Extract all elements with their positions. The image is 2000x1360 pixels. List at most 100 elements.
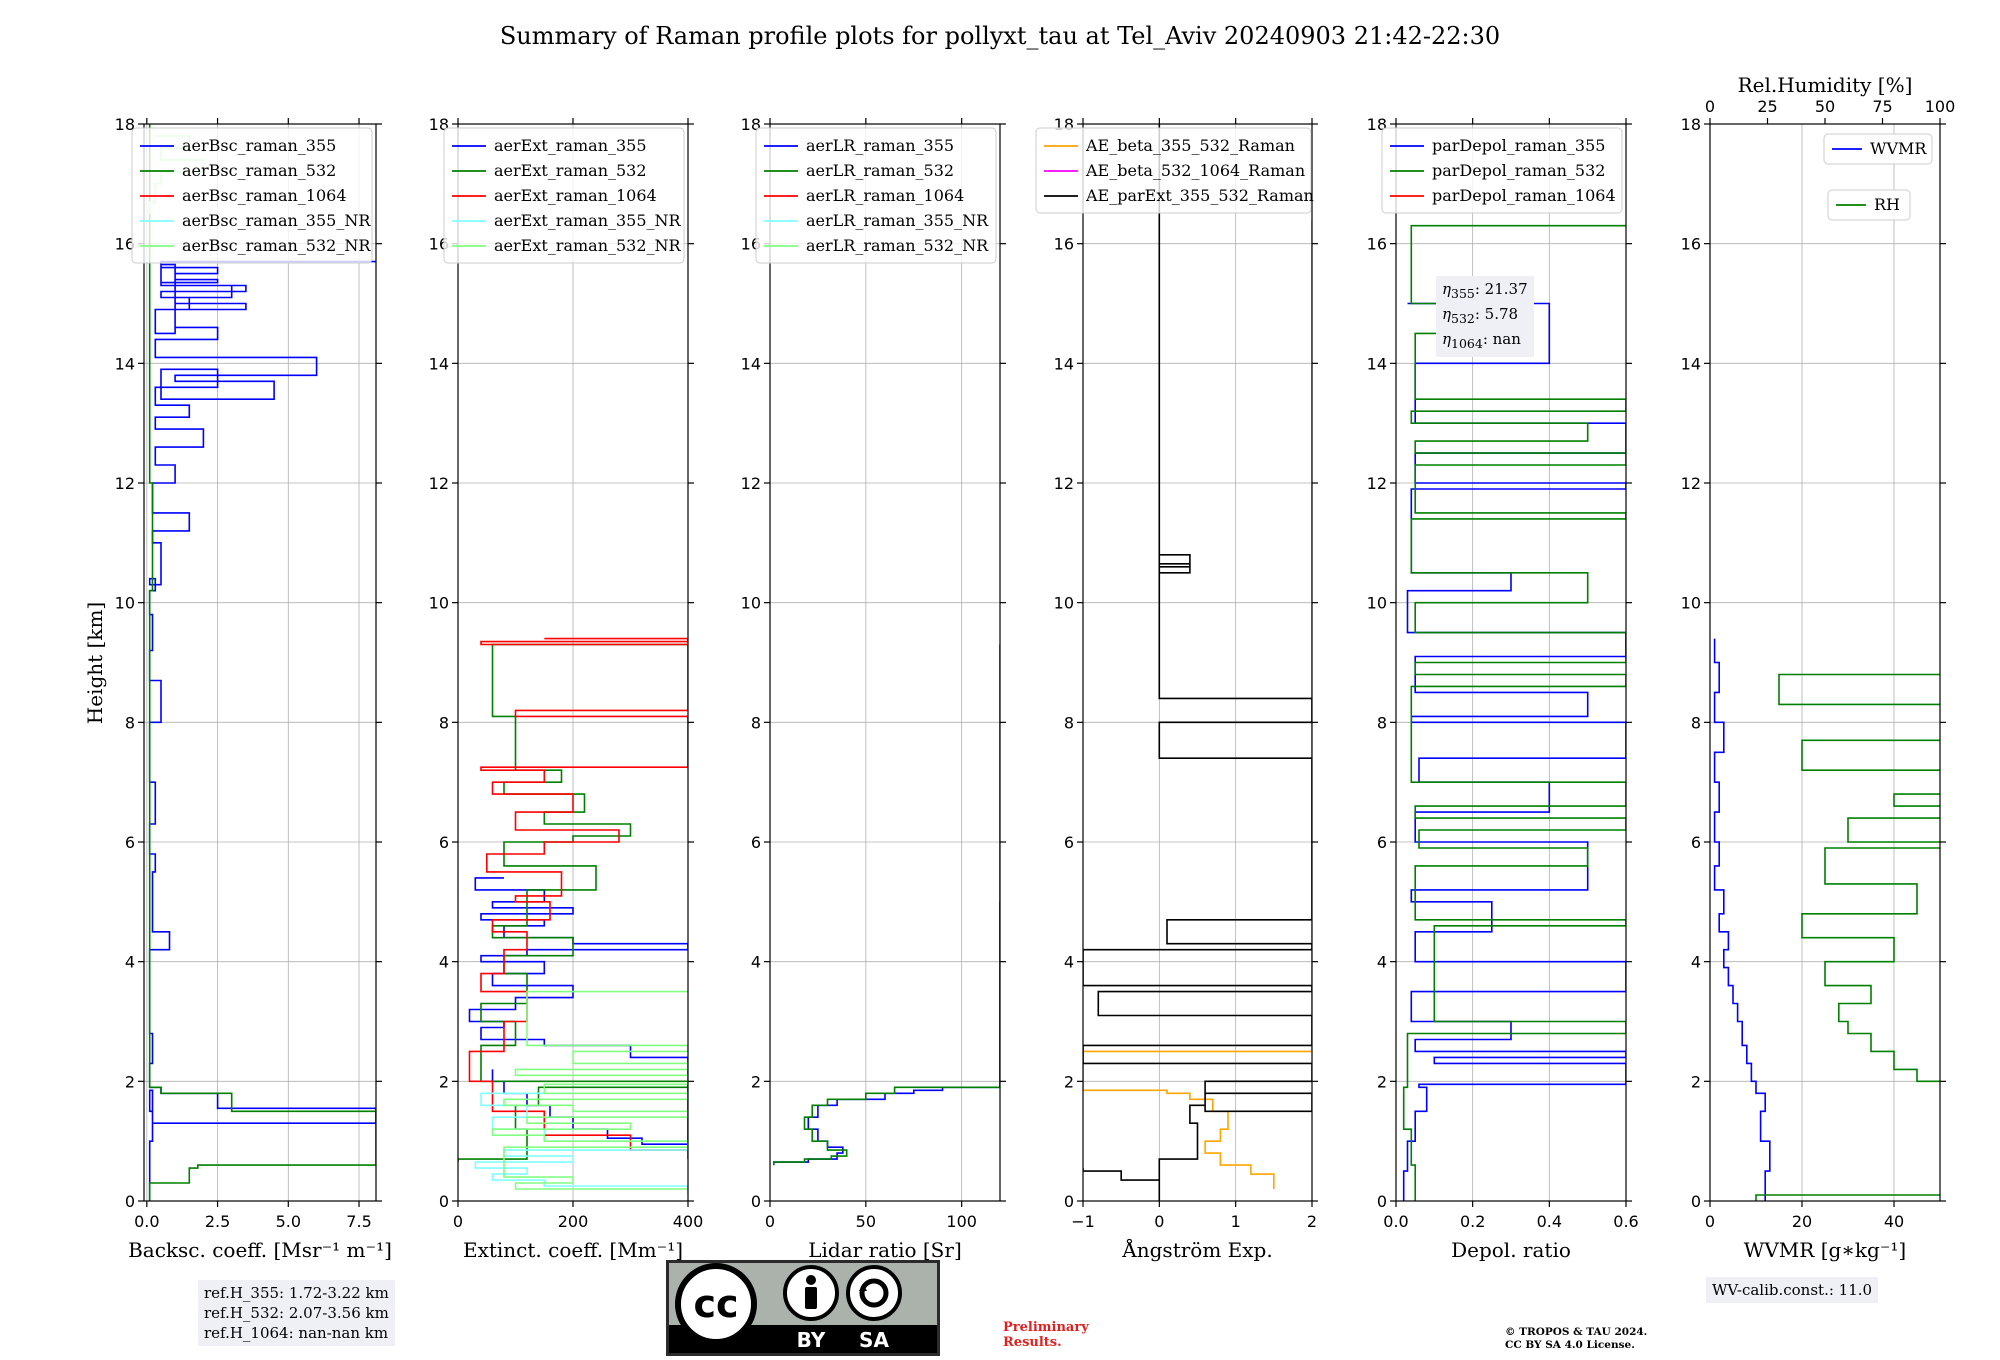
eta-355: η355: 21.37	[1442, 280, 1528, 301]
x-tick-label: 0.0	[1383, 1212, 1408, 1231]
copyright-note: © TROPOS & TAU 2024. CC BY SA 4.0 Licens…	[1505, 1326, 1648, 1351]
y-tick-label: 12	[1367, 474, 1387, 493]
series-parDepol_raman_532	[1402, 224, 1626, 1201]
x-tick-label: 2.5	[205, 1212, 230, 1231]
legend-RH: RH	[1827, 189, 1911, 221]
top-x-tick-label: 25	[1757, 97, 1777, 116]
x-tick-label: 200	[558, 1212, 589, 1231]
series-group	[458, 637, 688, 1195]
legend-label-aerLR_raman_355_NR: aerLR_raman_355_NR	[806, 211, 989, 230]
series-group	[1083, 124, 1312, 1201]
top-x-axis-label: Rel.Humidity [%]	[1738, 73, 1913, 97]
y-tick-label: 10	[1681, 594, 1701, 613]
axes-frame	[1709, 123, 1941, 1202]
axes-frame	[769, 123, 1001, 1202]
y-tick-label: 2	[439, 1072, 449, 1091]
y-tick-label: 18	[1681, 115, 1701, 134]
legend: aerExt_raman_355 aerExt_raman_532 aerExt_r…	[443, 127, 685, 264]
y-tick-label: 14	[1681, 354, 1701, 373]
legend-frame	[1035, 127, 1312, 214]
panel-1: 0 2 4 6 8 10 12 14 16 18 0.0 2.5 5.0 7.5 Backsc. coeff…	[115, 115, 392, 1262]
y-tick-label: 8	[439, 713, 449, 732]
x-tick-label: 0.6	[1613, 1212, 1638, 1231]
legend-label-aerExt_raman_355_NR: aerExt_raman_355_NR	[494, 211, 682, 230]
legend-label-aerExt_raman_355: aerExt_raman_355	[494, 136, 647, 155]
legend-label-AE_parExt_355_532_Raman: AE_parExt_355_532_Raman	[1085, 186, 1314, 205]
cc-mark: cc	[693, 1282, 738, 1326]
y-tick-label: 0	[1064, 1192, 1074, 1211]
y-axis-label: Height [km]	[83, 602, 107, 724]
x-axis-label: Depol. ratio	[1451, 1238, 1571, 1262]
x-tick-label: 40	[1884, 1212, 1904, 1231]
y-tick-label: 2	[1064, 1072, 1074, 1091]
legend-label-AE_beta_355_532_Raman: AE_beta_355_532_Raman	[1085, 136, 1295, 155]
y-tick-label: 12	[1681, 474, 1701, 493]
ref-height-532: ref.H_532: 2.07-3.56 km	[204, 1304, 389, 1322]
sa-label: SA	[859, 1328, 889, 1352]
legend-label-parDepol_raman_532: parDepol_raman_532	[1432, 161, 1605, 180]
y-tick-label: 16	[115, 235, 135, 254]
y-tick-label: 14	[1367, 354, 1387, 373]
sa-share-icon	[846, 1265, 902, 1321]
legend-label-aerLR_raman_355: aerLR_raman_355	[806, 136, 954, 155]
legend-label-aerExt_raman_532: aerExt_raman_532	[494, 161, 647, 180]
top-x-tick-label: 75	[1872, 97, 1892, 116]
top-x-tick-label: 50	[1815, 97, 1835, 116]
legend-label-aerLR_raman_532_NR: aerLR_raman_532_NR	[806, 236, 989, 255]
panel-5: 0 2 4 6 8 10 12 14 16 18 0.0 0.2 0.4 0.6 Depol. ratio p…	[1367, 115, 1639, 1262]
y-tick-label: 8	[1377, 713, 1387, 732]
y-tick-label: 6	[1064, 833, 1074, 852]
legend-label-parDepol_raman_355: parDepol_raman_355	[1432, 136, 1605, 155]
series-group	[1402, 224, 1626, 1201]
y-tick-label: 16	[1054, 235, 1074, 254]
legend-label-aerLR_raman_532: aerLR_raman_532	[806, 161, 954, 180]
y-tick-label: 10	[741, 594, 761, 613]
y-tick-label: 4	[751, 953, 761, 972]
y-tick-label: 4	[439, 953, 449, 972]
x-tick-label: 0	[453, 1212, 463, 1231]
series-aerExt_raman_355	[468, 877, 688, 1145]
axes-frame	[1082, 123, 1313, 1202]
figure-title: Summary of Raman profile plots for polly…	[499, 22, 1501, 50]
x-tick-label: 0.0	[134, 1212, 159, 1231]
x-tick-label: 2	[1307, 1212, 1317, 1231]
x-tick-label: 0	[1154, 1212, 1164, 1231]
x-tick-label: 20	[1792, 1212, 1812, 1231]
wv-calib-box: WV-calib.const.: 11.0	[1706, 1277, 1879, 1303]
y-tick-label: 2	[1691, 1072, 1701, 1091]
y-tick-label: 2	[751, 1072, 761, 1091]
eta-1064: η1064: nan	[1442, 330, 1521, 351]
x-tick-label: 100	[946, 1212, 977, 1231]
y-tick-label: 10	[1054, 594, 1074, 613]
eta-532: η532: 5.78	[1442, 305, 1519, 326]
y-tick-label: 0	[1691, 1192, 1701, 1211]
x-axis-label: Lidar ratio [Sr]	[808, 1238, 962, 1262]
y-tick-label: 18	[741, 115, 761, 134]
legend-label-aerBsc_raman_532: aerBsc_raman_532	[182, 161, 336, 180]
x-tick-label: 7.5	[346, 1212, 371, 1231]
legend-label-aerExt_raman_532_NR: aerExt_raman_532_NR	[494, 236, 682, 255]
y-tick-label: 16	[1681, 235, 1701, 254]
y-tick-label: 0	[439, 1192, 449, 1211]
legend-label: RH	[1874, 195, 1900, 214]
legend-frame	[755, 127, 997, 264]
y-tick-label: 10	[429, 594, 449, 613]
y-tick-label: 12	[115, 474, 135, 493]
legend-label-aerBsc_raman_355_NR: aerBsc_raman_355_NR	[182, 211, 371, 230]
axes-frame	[1395, 123, 1627, 1202]
legend-label-aerExt_raman_1064: aerExt_raman_1064	[494, 186, 657, 205]
y-tick-label: 12	[741, 474, 761, 493]
cc-by-sa-logo: cc BY SA	[666, 1260, 940, 1356]
y-tick-label: 8	[1691, 713, 1701, 732]
y-tick-label: 14	[1054, 354, 1074, 373]
y-tick-label: 0	[125, 1192, 135, 1211]
y-tick-label: 14	[429, 354, 449, 373]
ref-height-1064: ref.H_1064: nan-nan km	[204, 1324, 389, 1342]
x-tick-label: 400	[673, 1212, 704, 1231]
x-tick-label: 5.0	[276, 1212, 301, 1231]
series-AE_beta_355_532_Raman	[1083, 219, 1312, 1189]
ref-height-355: ref.H_355: 1.72-3.22 km	[204, 1284, 389, 1302]
y-tick-label: 4	[1377, 953, 1387, 972]
